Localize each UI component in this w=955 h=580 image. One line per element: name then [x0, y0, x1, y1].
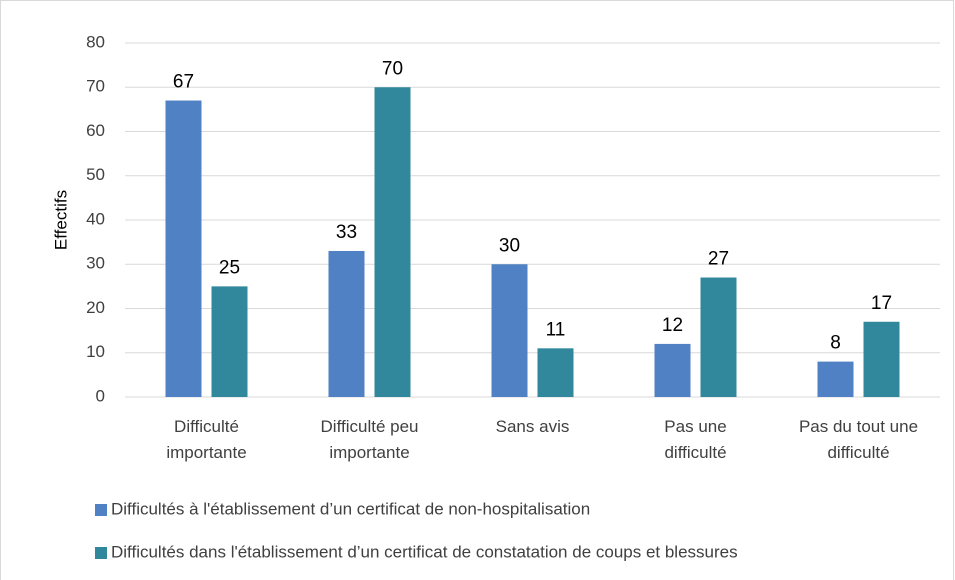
- x-tick-label: Pas une difficulté: [664, 417, 726, 462]
- bar: [165, 100, 202, 398]
- legend-label: Difficultés à l'établissement d’un certi…: [111, 499, 590, 518]
- x-tick-label: Difficulté peu importante: [321, 417, 419, 462]
- bar: [863, 321, 900, 397]
- bar: [491, 264, 528, 397]
- bar: [817, 361, 854, 397]
- y-tick-label: 20: [86, 298, 105, 317]
- x-tick-label: Sans avis: [496, 417, 570, 436]
- y-tick-label: 0: [96, 386, 105, 405]
- data-label: 30: [499, 235, 520, 256]
- data-label: 27: [708, 249, 729, 270]
- y-axis-label: Effectifs: [51, 190, 70, 250]
- data-label: 70: [382, 58, 403, 79]
- data-label: 11: [546, 319, 566, 340]
- data-label: 17: [871, 293, 892, 314]
- data-label: 67: [173, 72, 194, 93]
- x-tick-label: Pas du tout une difficulté: [799, 417, 918, 462]
- bar: [374, 87, 411, 397]
- y-tick-label: 40: [86, 209, 105, 228]
- bar: [700, 277, 737, 397]
- y-tick-label: 30: [86, 254, 105, 273]
- y-tick-label: 60: [86, 121, 105, 140]
- bar: [211, 286, 248, 397]
- data-label: 33: [336, 222, 357, 243]
- y-tick-label: 50: [86, 165, 105, 184]
- x-tick-label: Difficulté importante: [166, 417, 246, 462]
- legend-label: Difficultés dans l'établissement d’un ce…: [111, 542, 738, 561]
- bar: [328, 250, 365, 397]
- data-label: 8: [830, 333, 841, 354]
- y-tick-label: 70: [86, 77, 105, 96]
- bar: [537, 348, 574, 397]
- data-label: 12: [662, 315, 683, 336]
- bar: [654, 343, 691, 397]
- legend-swatch: [95, 547, 107, 559]
- data-label: 25: [219, 257, 240, 278]
- y-tick-label: 80: [86, 32, 105, 51]
- y-tick-label: 10: [86, 342, 105, 361]
- legend-swatch: [95, 504, 107, 516]
